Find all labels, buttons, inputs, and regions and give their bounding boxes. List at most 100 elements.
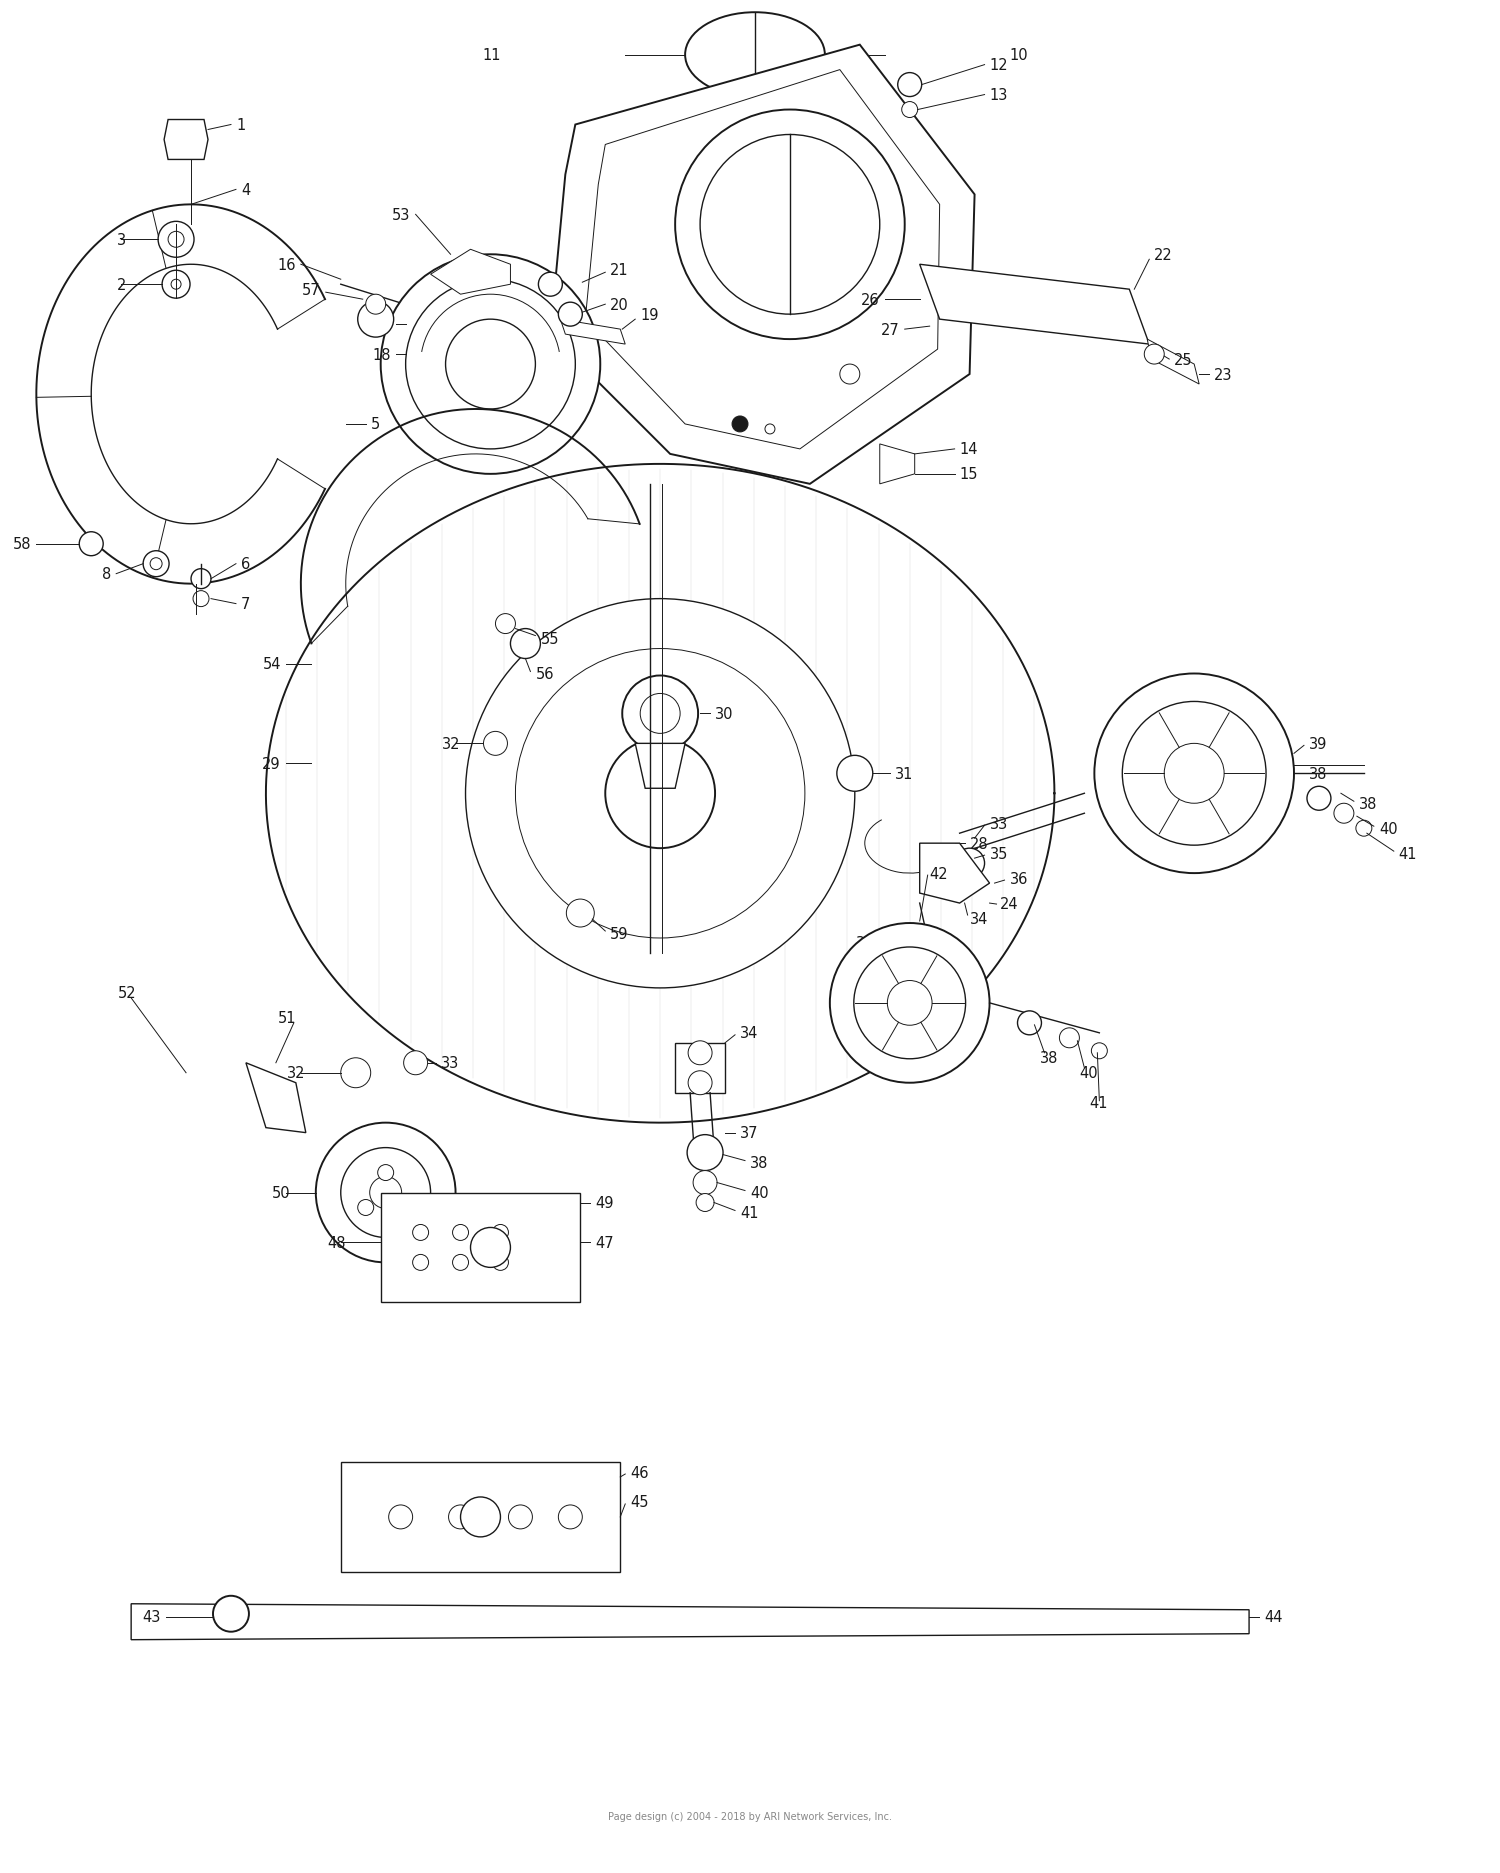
Text: 58: 58 <box>13 538 32 553</box>
Text: 28: 28 <box>969 835 988 850</box>
Polygon shape <box>1148 339 1198 384</box>
Text: 38: 38 <box>1359 796 1377 811</box>
Text: 5: 5 <box>370 418 380 433</box>
Circle shape <box>381 255 600 474</box>
Circle shape <box>162 272 190 300</box>
Text: 24: 24 <box>999 895 1018 910</box>
Text: 41: 41 <box>740 1206 759 1221</box>
Text: 43: 43 <box>142 1609 160 1624</box>
Polygon shape <box>561 320 626 345</box>
Circle shape <box>453 1225 468 1240</box>
Text: 40: 40 <box>1080 1066 1098 1081</box>
Circle shape <box>897 73 921 97</box>
Text: 48: 48 <box>327 1236 345 1251</box>
Text: 8: 8 <box>102 568 111 583</box>
Text: 29: 29 <box>262 757 280 772</box>
Circle shape <box>378 1165 393 1180</box>
Circle shape <box>765 425 776 435</box>
Text: 14: 14 <box>960 442 978 457</box>
Circle shape <box>158 223 194 258</box>
Circle shape <box>357 1201 374 1216</box>
Circle shape <box>460 1497 501 1538</box>
Text: 20: 20 <box>610 298 628 313</box>
Circle shape <box>538 273 562 298</box>
Text: 18: 18 <box>372 347 390 361</box>
Text: 33: 33 <box>990 817 1008 832</box>
Text: 4: 4 <box>242 184 250 199</box>
Circle shape <box>902 103 918 118</box>
Circle shape <box>340 1148 430 1238</box>
Circle shape <box>492 1255 508 1270</box>
Text: 56: 56 <box>536 667 554 682</box>
Text: 40: 40 <box>750 1186 768 1201</box>
Text: 19: 19 <box>640 307 658 322</box>
Circle shape <box>405 281 576 450</box>
Circle shape <box>448 1506 472 1528</box>
Polygon shape <box>381 1193 580 1302</box>
Circle shape <box>567 899 594 927</box>
Text: 34: 34 <box>740 1026 759 1041</box>
Text: 15: 15 <box>960 466 978 481</box>
Polygon shape <box>164 120 209 161</box>
Text: 3: 3 <box>117 232 126 247</box>
Circle shape <box>453 1255 468 1270</box>
Text: 7: 7 <box>242 597 250 612</box>
Text: 39: 39 <box>1310 736 1328 751</box>
Text: 26: 26 <box>861 292 880 307</box>
Polygon shape <box>246 1064 306 1133</box>
Circle shape <box>316 1124 456 1262</box>
Circle shape <box>606 740 715 848</box>
Text: 33: 33 <box>441 1056 459 1071</box>
Text: 25: 25 <box>1174 352 1192 367</box>
Text: 34: 34 <box>969 910 988 925</box>
Circle shape <box>888 981 932 1026</box>
Text: 31: 31 <box>894 766 914 781</box>
Circle shape <box>168 232 184 247</box>
Circle shape <box>446 320 536 410</box>
Text: 47: 47 <box>596 1236 613 1251</box>
Text: 38: 38 <box>750 1156 768 1171</box>
Text: 1: 1 <box>236 118 244 133</box>
Text: 38: 38 <box>1310 766 1328 781</box>
Circle shape <box>840 365 860 384</box>
Text: 17: 17 <box>372 317 390 333</box>
Polygon shape <box>920 843 990 903</box>
Text: 32: 32 <box>288 1066 306 1081</box>
Text: 57: 57 <box>302 283 321 298</box>
Text: 22: 22 <box>1155 247 1173 262</box>
Circle shape <box>687 1135 723 1171</box>
Text: 53: 53 <box>393 208 411 223</box>
Text: 2: 2 <box>117 277 126 292</box>
Text: 41: 41 <box>1089 1096 1108 1111</box>
Text: 11: 11 <box>482 49 501 64</box>
Circle shape <box>1164 744 1224 804</box>
Polygon shape <box>430 251 510 296</box>
Circle shape <box>80 532 104 556</box>
Circle shape <box>1356 820 1372 837</box>
Circle shape <box>853 948 966 1060</box>
Circle shape <box>640 695 680 734</box>
Polygon shape <box>880 444 915 485</box>
Text: 59: 59 <box>610 925 628 940</box>
Circle shape <box>1334 804 1354 824</box>
Circle shape <box>675 111 904 339</box>
Polygon shape <box>585 71 939 450</box>
Text: 16: 16 <box>278 258 296 273</box>
Circle shape <box>213 1596 249 1631</box>
Circle shape <box>1122 702 1266 847</box>
Circle shape <box>465 599 855 989</box>
Text: 13: 13 <box>990 88 1008 103</box>
Circle shape <box>413 1255 429 1270</box>
Circle shape <box>388 1506 412 1528</box>
Circle shape <box>1059 1028 1080 1049</box>
Circle shape <box>471 1229 510 1268</box>
Text: 50: 50 <box>272 1186 291 1201</box>
Polygon shape <box>675 1043 724 1094</box>
Text: 30: 30 <box>716 706 734 721</box>
Circle shape <box>492 1225 508 1240</box>
Circle shape <box>688 1041 712 1066</box>
Text: ARI PartStream: ARI PartStream <box>654 811 846 835</box>
Ellipse shape <box>686 13 825 97</box>
Polygon shape <box>550 45 975 485</box>
Polygon shape <box>634 744 686 789</box>
